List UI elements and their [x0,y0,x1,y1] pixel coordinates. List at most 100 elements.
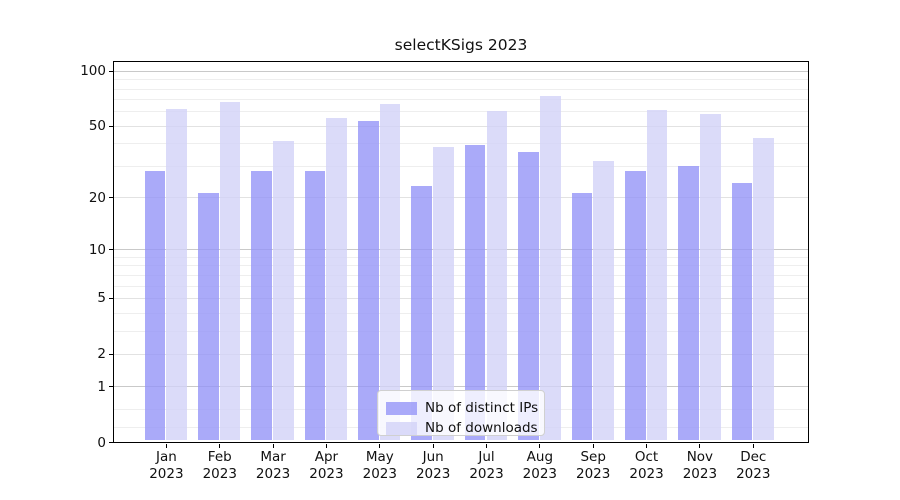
gridline-10 [114,249,808,251]
bar-downloads-aug [539,95,561,441]
x-tick-month-text: Dec [740,449,767,465]
bar-ips-oct [624,171,646,441]
bar-downloads-apr [326,118,348,441]
legend-swatch-ips-icon [386,401,417,415]
y-tick-label-10: 10 [88,241,106,258]
gridline-50 [114,125,808,127]
gridline-5 [114,297,808,299]
bar-ips-feb [198,193,219,441]
bar-downloads-jan [166,108,188,441]
y-tick-label-100: 100 [80,63,106,80]
y-tick-5 [109,297,114,299]
x-tick-label-jun: Jun 2023 [403,449,463,482]
gridline-3 [114,330,808,332]
y-tick-2 [109,353,114,355]
x-tick-label-jan: Jan 2023 [136,449,196,482]
gridline-70 [114,99,808,101]
bar-downloads-may [379,103,401,441]
y-tick-50 [109,125,114,127]
x-tick-month-text: Mar [260,449,286,465]
x-tick-jul [485,443,488,448]
x-tick-oct [645,443,648,448]
bar-ips-jun [411,186,433,441]
x-tick-year-text: 2023 [522,465,558,482]
gridline-6 [114,285,808,287]
x-tick-jun [432,443,434,448]
bar-ips-jan [144,171,166,441]
bar-downloads-feb [219,101,241,441]
gridline-9 [114,256,808,258]
bar-ips-sep [571,193,593,441]
x-tick-dec [752,443,754,448]
legend: Nb of distinct IPs Nb of downloads [377,390,545,436]
x-tick-sep [592,443,594,448]
bar-ips-may [358,121,379,441]
x-tick-month-text: Jul [478,449,495,465]
gridline-7 [114,274,808,276]
y-tick-10 [109,249,114,251]
x-tick-jan [165,443,167,448]
x-tick-year-text: 2023 [576,465,611,482]
y-tick-label-2: 2 [97,346,106,363]
bar-downloads-jul [486,111,508,441]
legend-label-ips: Nb of distinct IPs [425,400,539,416]
legend-swatch-downloads-icon [386,421,417,435]
x-tick-may [379,443,381,448]
x-tick-month-text: May [365,449,394,465]
gridline-40 [114,143,808,145]
bar-downloads-sep [593,160,614,441]
x-tick-aug [539,443,541,448]
gridline-20 [114,197,808,199]
y-tick-label-0: 0 [97,434,106,451]
gridline-60 [114,111,808,113]
x-tick-apr [325,443,328,448]
legend-entry-downloads: Nb of downloads [386,420,544,436]
x-tick-month-text: Aug [526,449,554,465]
x-tick-mar [272,443,274,448]
bar-ips-aug [518,151,539,441]
bar-downloads-oct [646,110,668,441]
gridline-100 [114,70,808,72]
bar-downloads-dec [753,137,774,441]
x-tick-year-text: 2023 [415,465,451,482]
gridline-90 [114,79,808,81]
x-tick-year-text: 2023 [309,465,344,482]
x-tick-month-text: Oct [634,449,659,465]
x-tick-year-text: 2023 [202,465,237,482]
x-tick-month-text: Nov [686,449,714,465]
plot-area [113,61,809,443]
bar-downloads-nov [699,114,721,441]
legend-label-downloads: Nb of downloads [425,420,538,436]
x-tick-year-text: 2023 [362,465,397,482]
x-tick-label-oct: Oct 2023 [617,449,677,482]
gridline-1 [114,386,808,388]
y-tick-label-1: 1 [97,378,106,395]
y-tick-20 [109,197,114,199]
x-tick-month-text: Feb [207,449,232,465]
y-tick-label-5: 5 [97,290,106,307]
x-tick-month-text: Apr [314,449,339,465]
bar-ips-apr [304,171,326,441]
gridline-80 [114,88,808,90]
bar-downloads-mar [273,141,294,441]
x-tick-year-text: 2023 [629,465,664,482]
x-tick-label-may: May 2023 [350,449,410,482]
bar-ips-mar [251,171,273,441]
x-tick-label-mar: Mar 2023 [243,449,303,482]
x-tick-label-aug: Aug 2023 [510,449,570,482]
x-tick-year-text: 2023 [149,465,184,482]
x-tick-label-apr: Apr 2023 [296,449,356,482]
x-tick-label-nov: Nov 2023 [670,449,730,482]
x-tick-month-text: Jun [422,449,444,465]
legend-entry-ips: Nb of distinct IPs [386,400,544,416]
x-tick-year-text: 2023 [682,465,718,482]
x-tick-label-dec: Dec 2023 [723,449,783,482]
gridline-8 [114,265,808,267]
x-tick-year-text: 2023 [469,465,504,482]
x-tick-year-text: 2023 [255,465,291,482]
x-tick-label-sep: Sep 2023 [563,449,623,482]
y-tick-0 [109,441,114,444]
x-tick-month-text: Jan [155,449,177,465]
y-tick-100 [109,70,114,72]
